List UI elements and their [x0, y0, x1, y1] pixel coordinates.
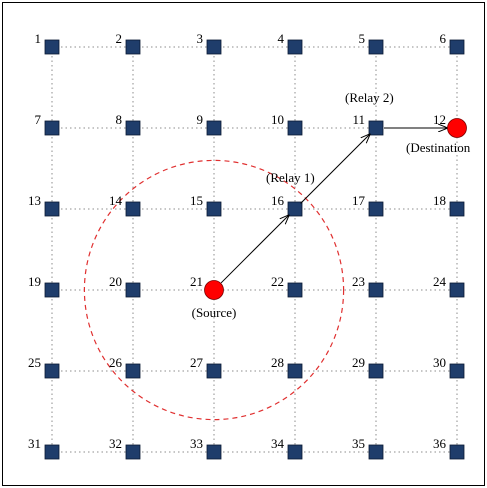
node-17 — [368, 201, 384, 217]
source-node — [204, 280, 224, 300]
node-27 — [206, 363, 222, 379]
node-label-33: 33 — [190, 436, 203, 451]
node-35 — [368, 444, 384, 460]
node-label-13: 13 — [28, 193, 41, 208]
node-33 — [206, 444, 222, 460]
relay-2-label: (Relay 2) — [345, 90, 394, 105]
node-label-20: 20 — [109, 274, 122, 289]
node-16 — [287, 201, 303, 217]
node-25 — [44, 363, 60, 379]
node-24 — [449, 282, 465, 298]
node-2 — [125, 39, 141, 55]
node-label-12: 12 — [433, 112, 446, 127]
node-7 — [44, 120, 60, 136]
node-label-26: 26 — [109, 355, 123, 370]
node-1 — [44, 39, 60, 55]
node-label-24: 24 — [433, 274, 447, 289]
node-4 — [287, 39, 303, 55]
node-label-18: 18 — [433, 193, 446, 208]
route-arrow-16-11 — [300, 134, 370, 204]
node-19 — [44, 282, 60, 298]
source-label: (Source) — [192, 305, 237, 320]
node-label-17: 17 — [352, 193, 366, 208]
node-22 — [287, 282, 303, 298]
node-15 — [206, 201, 222, 217]
node-5 — [368, 39, 384, 55]
node-label-2: 2 — [116, 31, 123, 46]
node-label-19: 19 — [28, 274, 41, 289]
node-28 — [287, 363, 303, 379]
node-34 — [287, 444, 303, 460]
node-label-32: 32 — [109, 436, 122, 451]
grid-lines — [51, 46, 458, 453]
route-arrow-21-16 — [220, 215, 289, 284]
node-label-30: 30 — [433, 355, 446, 370]
destination-node — [447, 118, 467, 138]
node-18 — [449, 201, 465, 217]
endpoints — [204, 118, 467, 300]
node-32 — [125, 444, 141, 460]
node-label-15: 15 — [190, 193, 203, 208]
node-label-27: 27 — [190, 355, 204, 370]
node-label-16: 16 — [271, 193, 285, 208]
node-label-29: 29 — [352, 355, 365, 370]
node-label-5: 5 — [359, 31, 366, 46]
node-20 — [125, 282, 141, 298]
node-36 — [449, 444, 465, 460]
node-label-31: 31 — [28, 436, 41, 451]
node-label-3: 3 — [197, 31, 204, 46]
node-label-4: 4 — [278, 31, 285, 46]
node-6 — [449, 39, 465, 55]
node-10 — [287, 120, 303, 136]
node-13 — [44, 201, 60, 217]
node-9 — [206, 120, 222, 136]
node-label-22: 22 — [271, 274, 284, 289]
node-14 — [125, 201, 141, 217]
node-29 — [368, 363, 384, 379]
node-26 — [125, 363, 141, 379]
node-label-25: 25 — [28, 355, 41, 370]
coverage-circle — [83, 159, 345, 421]
node-label-21: 21 — [190, 274, 203, 289]
node-label-36: 36 — [433, 436, 447, 451]
destination-label: (Destination — [406, 140, 471, 155]
node-label-1: 1 — [35, 31, 42, 46]
node-label-8: 8 — [116, 112, 123, 127]
node-label-28: 28 — [271, 355, 284, 370]
node-label-11: 11 — [352, 112, 365, 127]
node-label-9: 9 — [197, 112, 204, 127]
node-label-23: 23 — [352, 274, 365, 289]
node-30 — [449, 363, 465, 379]
node-label-14: 14 — [109, 193, 123, 208]
node-8 — [125, 120, 141, 136]
node-label-6: 6 — [440, 31, 447, 46]
node-23 — [368, 282, 384, 298]
node-31 — [44, 444, 60, 460]
node-label-7: 7 — [35, 112, 42, 127]
node-label-34: 34 — [271, 436, 285, 451]
node-3 — [206, 39, 222, 55]
node-label-35: 35 — [352, 436, 365, 451]
node-11 — [368, 120, 384, 136]
relay-1-label: (Relay 1) — [266, 170, 315, 185]
node-label-10: 10 — [271, 112, 284, 127]
route-arrows — [220, 128, 447, 284]
